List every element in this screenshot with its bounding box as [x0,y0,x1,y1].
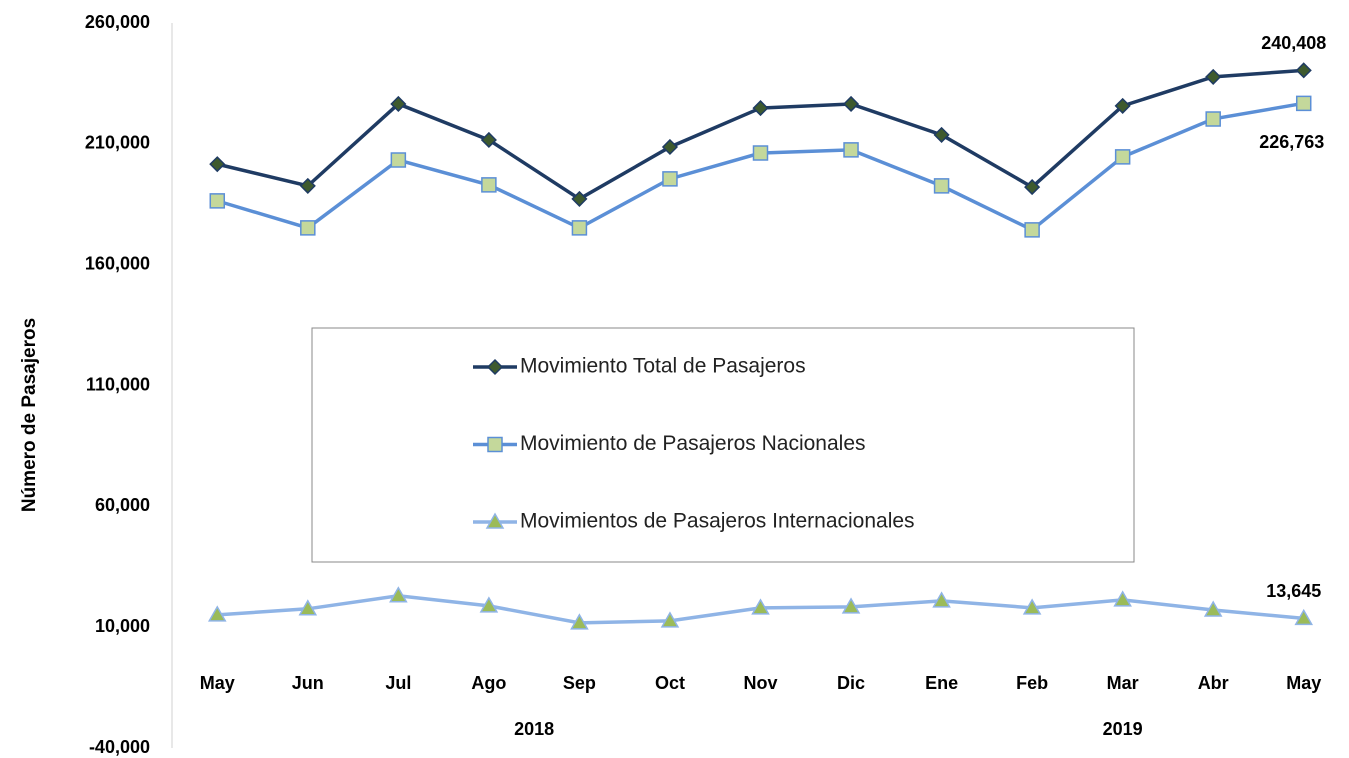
data-point [752,100,769,117]
data-point [479,596,499,613]
y-tick-label: 10,000 [95,616,150,636]
data-point [480,131,497,149]
data-point [1205,111,1221,127]
data-label: 240,408 [1261,33,1326,53]
data-point [1024,179,1041,196]
data-point [299,177,316,194]
x-tick-label: May [200,673,235,693]
data-point [1203,600,1223,617]
legend-marker [487,436,503,453]
x-tick-label: Dic [837,673,865,693]
y-tick-label: 60,000 [95,495,150,515]
x-tick-label: Ago [471,673,506,693]
x-tick-label: Feb [1016,673,1048,693]
x-tick-label: Oct [655,673,685,693]
data-point [1114,97,1131,114]
x-tick-label: Jul [385,673,411,693]
data-point [932,591,951,608]
data-label: 226,763 [1259,132,1324,152]
y-tick-label: 260,000 [85,12,150,32]
x-tick-label: Abr [1198,673,1229,693]
x-tick-label: May [1286,673,1321,693]
x-group-label: 2019 [1103,719,1143,739]
series-line [216,68,1304,201]
data-point [571,190,588,207]
data-point [842,95,860,113]
data-point [1295,95,1312,112]
data-point [390,95,407,113]
data-point [661,138,679,156]
legend-text: Movimiento Total de Pasajeros [520,355,806,378]
data-point [841,597,861,614]
data-point [843,142,859,158]
x-group-label: 2018 [514,719,554,739]
x-tick-label: Sep [563,673,596,693]
x-tick-label: Jun [292,673,324,693]
y-tick-label: -40,000 [89,737,150,757]
data-point [662,171,678,187]
legend-text: Movimiento de Pasajeros Nacionales [520,432,866,455]
data-point [1294,608,1314,626]
legend-box [311,327,1135,563]
data-point [481,177,497,193]
data-point [1295,62,1312,79]
data-point [571,220,588,236]
data-point [570,613,589,630]
data-point [390,152,407,168]
legend-marker [486,358,504,376]
data-point [1024,222,1040,238]
x-tick-label: Ene [925,673,958,693]
data-point [298,599,318,616]
x-tick-label: Nov [743,673,777,693]
legend-marker [485,512,505,529]
data-point [1113,590,1132,607]
y-tick-label: 160,000 [85,253,150,273]
data-point [209,193,226,209]
y-tick-label: 110,000 [86,374,150,394]
y-tick-label: 210,000 [85,133,150,153]
x-tick-label: Mar [1107,673,1139,693]
data-point [752,145,769,161]
data-point [300,220,316,236]
data-point [389,586,408,603]
data-point [933,126,950,143]
data-point [1022,598,1042,615]
data-label: 13,645 [1266,581,1321,601]
legend-text: Movimientos de Pasajeros Internacionales [520,510,915,533]
data-point [660,611,680,628]
y-axis-label: Número de Pasajeros [19,318,40,512]
data-point [207,605,227,622]
data-point [933,178,950,194]
data-point [1205,68,1222,85]
data-point [209,156,226,173]
data-point [1114,149,1131,165]
data-point [751,598,770,615]
